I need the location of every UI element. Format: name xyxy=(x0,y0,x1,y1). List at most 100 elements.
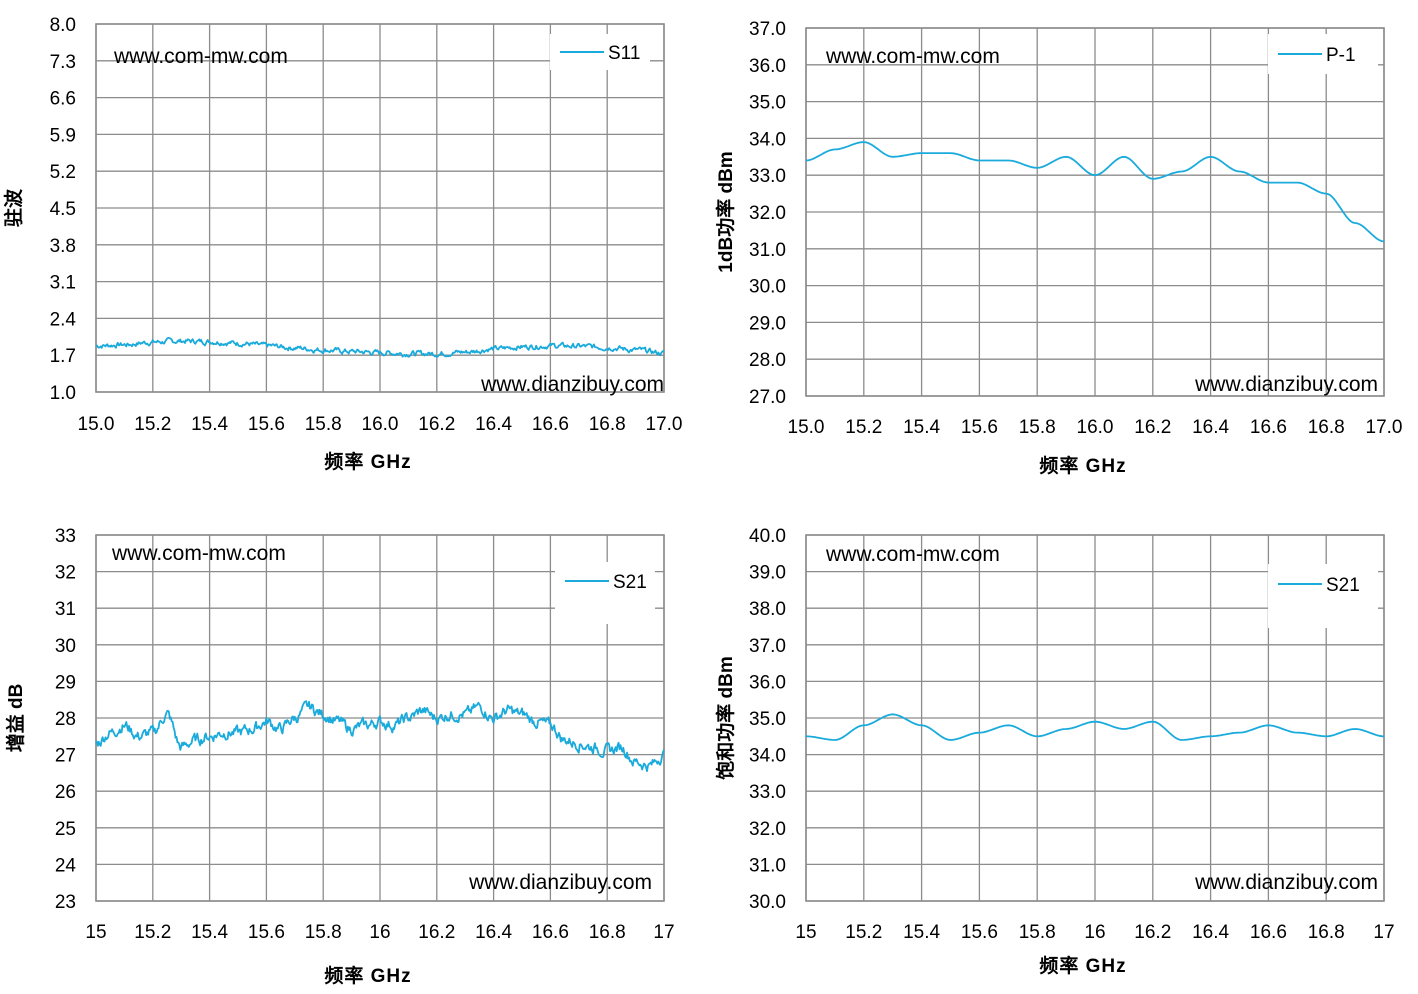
watermark-bottom: www.dianzibuy.com xyxy=(1194,871,1378,894)
watermark-top: www.com-mw.com xyxy=(825,45,1000,68)
x-tick-label: 16.4 xyxy=(475,414,512,435)
legend: S21 xyxy=(555,562,655,624)
x-tick-label: 16.6 xyxy=(1250,922,1287,943)
x-tick-label: 15.2 xyxy=(134,922,171,943)
y-tick-label: 32.0 xyxy=(749,819,786,840)
plot-area-border xyxy=(95,23,665,393)
x-tick-label: 15.4 xyxy=(903,417,940,438)
x-tick-label: 15.8 xyxy=(1019,417,1056,438)
x-tick-label: 17 xyxy=(1373,922,1394,943)
legend: S11 xyxy=(550,34,650,70)
y-tick-label: 24 xyxy=(55,855,77,876)
y-tick-label: 26 xyxy=(55,782,76,803)
watermark-bottom: www.dianzibuy.com xyxy=(480,373,664,396)
x-tick-label: 16.2 xyxy=(1134,417,1171,438)
y-tick-label: 1.0 xyxy=(50,383,76,404)
y-tick-label: 36.0 xyxy=(749,56,786,77)
legend-box xyxy=(1268,564,1378,628)
x-tick-label: 16.6 xyxy=(532,414,569,435)
y-tick-label: 33 xyxy=(55,526,76,547)
y-tick-label: 37.0 xyxy=(749,636,786,657)
x-tick-label: 16.2 xyxy=(1134,922,1171,943)
x-tick-label: 16.8 xyxy=(1308,922,1345,943)
x-tick-label: 15.4 xyxy=(903,922,940,943)
x-tick-label: 15.0 xyxy=(788,417,825,438)
y-tick-label: 6.6 xyxy=(50,89,76,110)
y-tick-label: 34.0 xyxy=(749,129,786,150)
y-tick-label: 5.9 xyxy=(50,125,76,146)
legend-entry: S11 xyxy=(608,43,640,64)
x-tick-label: 16.0 xyxy=(362,414,399,435)
y-tick-label: 31.0 xyxy=(749,855,786,876)
y-tick-label: 23 xyxy=(55,892,76,913)
chart-panel-3: 15 15.2 15.4 15.6 15.8 16 16.2 16.4 16.6 16.8 17 23… xyxy=(4,526,675,987)
x-tick-label: 15.6 xyxy=(248,922,285,943)
y-tick-label: 3.8 xyxy=(50,236,76,257)
watermark-top: www.com-mw.com xyxy=(111,542,286,565)
y-tick-label: 31.0 xyxy=(749,240,786,261)
x-tick-label: 15.2 xyxy=(134,414,171,435)
y-tick-label: 31 xyxy=(55,599,76,620)
x-tick-label: 16.2 xyxy=(418,414,455,435)
y-axis-title: 饱和功率 dBm xyxy=(714,656,737,780)
x-tick-label: 16.4 xyxy=(1192,922,1229,943)
y-tick-label: 32.0 xyxy=(749,203,786,224)
legend-entry: S21 xyxy=(1326,575,1360,596)
y-axis-title: 增益 dB xyxy=(4,684,27,753)
y-tick-label: 29 xyxy=(55,672,76,693)
x-tick-label: 15.2 xyxy=(845,417,882,438)
watermark-top: www.com-mw.com xyxy=(825,543,1000,566)
y-tick-label: 27 xyxy=(55,746,76,767)
x-tick-label: 16 xyxy=(1084,922,1105,943)
y-tick-label: 35.0 xyxy=(749,709,786,730)
x-tick-label: 15.8 xyxy=(305,922,342,943)
y-tick-label: 34.0 xyxy=(749,746,786,767)
y-tick-label: 39.0 xyxy=(749,563,786,584)
y-tick-label: 40.0 xyxy=(749,526,786,547)
y-axis-title: 驻波 xyxy=(2,188,25,227)
y-tick-label: 8.0 xyxy=(50,15,76,36)
y-tick-label: 35.0 xyxy=(749,93,786,114)
x-tick-label: 16.6 xyxy=(1250,417,1287,438)
y-tick-label: 36.0 xyxy=(749,672,786,693)
y-tick-label: 33.0 xyxy=(749,782,786,803)
x-tick-label: 17 xyxy=(653,922,674,943)
watermark-bottom: www.dianzibuy.com xyxy=(468,871,652,894)
series-line-s21 xyxy=(805,713,1385,741)
y-tick-label: 30.0 xyxy=(749,892,786,913)
watermark-bottom: www.dianzibuy.com xyxy=(1194,373,1378,396)
y-tick-label: 37.0 xyxy=(749,19,786,40)
y-tick-label: 28 xyxy=(55,709,76,730)
chart-panel-1: 15.0 15.2 15.4 15.6 15.8 16.0 16.2 16.4 16.6 16.8… xyxy=(2,15,682,473)
x-tick-label: 16.8 xyxy=(1308,417,1345,438)
x-tick-label: 15.6 xyxy=(961,417,998,438)
plot-area-border xyxy=(95,534,665,902)
x-tick-label: 17.0 xyxy=(646,414,683,435)
y-tick-label: 29.0 xyxy=(749,313,786,334)
y-tick-label: 25 xyxy=(55,819,76,840)
x-tick-label: 16.8 xyxy=(589,922,626,943)
x-tick-label: 16.2 xyxy=(418,922,455,943)
x-axis-title: 频率 GHz xyxy=(324,450,411,473)
watermark-top: www.com-mw.com xyxy=(113,45,288,68)
x-tick-label: 15.0 xyxy=(78,414,115,435)
y-tick-label: 2.4 xyxy=(50,309,77,330)
y-tick-label: 28.0 xyxy=(749,350,786,371)
y-tick-label: 32 xyxy=(55,563,76,584)
series-line-p-1 xyxy=(805,141,1385,243)
series-line-s21 xyxy=(95,700,665,772)
x-tick-label: 15.8 xyxy=(305,414,342,435)
y-axis-title: 1dB功率 dBm xyxy=(714,151,737,272)
x-tick-label: 16.8 xyxy=(589,414,626,435)
legend-entry: P-1 xyxy=(1326,45,1356,66)
y-tick-label: 5.2 xyxy=(50,162,76,183)
plot-area-border xyxy=(805,534,1385,902)
y-tick-label: 4.5 xyxy=(50,199,76,220)
x-tick-label: 15.8 xyxy=(1019,922,1056,943)
x-tick-label: 16 xyxy=(369,922,390,943)
x-tick-label: 16.4 xyxy=(475,922,512,943)
y-tick-label: 7.3 xyxy=(50,52,76,73)
chart-panel-2: 15.0 15.2 15.4 15.6 15.8 16.0 16.2 16.4 16.6 16.8… xyxy=(714,19,1402,477)
y-tick-label: 3.1 xyxy=(50,273,76,294)
